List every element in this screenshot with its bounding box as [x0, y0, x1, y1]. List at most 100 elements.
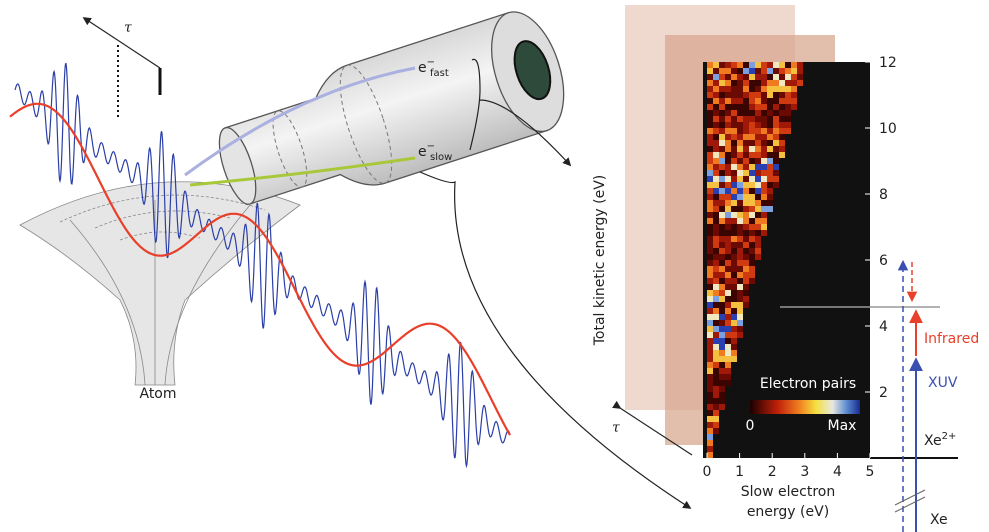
heatmap-cell — [743, 188, 749, 194]
heatmap-cell — [725, 212, 731, 218]
heatmap-cell — [719, 392, 725, 398]
heatmap-cell — [725, 290, 731, 296]
heatmap-cell — [749, 158, 755, 164]
xuv-label: XUV — [928, 375, 958, 391]
colorbar-max: Max — [828, 418, 857, 434]
heatmap-cell — [743, 86, 749, 92]
heatmap-cell — [707, 104, 713, 110]
heatmap-cell — [731, 182, 737, 188]
heatmap-cell — [743, 146, 749, 152]
y-tick-label: 10 — [879, 121, 897, 137]
heatmap-cell — [713, 308, 719, 314]
heatmap-cell — [755, 92, 761, 98]
heatmap-cell — [749, 266, 755, 272]
heatmap-cell — [713, 68, 719, 74]
heatmap-cell — [707, 362, 713, 368]
heatmap-cell — [725, 194, 731, 200]
heatmap-cell — [707, 176, 713, 182]
subscript: fast — [430, 68, 449, 79]
heatmap-cell — [755, 116, 761, 122]
heatmap-cell — [755, 128, 761, 134]
heatmap-cell — [779, 80, 785, 86]
heatmap-cell — [707, 320, 713, 326]
heatmap-cell — [737, 188, 743, 194]
heatmap-cell — [707, 332, 713, 338]
heatmap-cell — [749, 200, 755, 206]
heatmap-cell — [725, 236, 731, 242]
heatmap-cell — [719, 338, 725, 344]
heatmap-cell — [737, 134, 743, 140]
heatmap-cell — [767, 170, 773, 176]
heatmap-cell — [761, 68, 767, 74]
heatmap-cell — [707, 452, 713, 458]
heatmap-cell — [737, 308, 743, 314]
heatmap-cell — [707, 194, 713, 200]
heatmap-cell — [749, 116, 755, 122]
heatmap-cell — [725, 74, 731, 80]
heatmap-cell — [749, 128, 755, 134]
heatmap-cell — [713, 104, 719, 110]
heatmap-cell — [707, 98, 713, 104]
heatmap-cell — [713, 164, 719, 170]
heatmap-cell — [719, 224, 725, 230]
heatmap-cell — [743, 242, 749, 248]
heatmap-cell — [767, 152, 773, 158]
heatmap-cell — [707, 212, 713, 218]
heatmap-cell — [707, 224, 713, 230]
heatmap-cell — [755, 86, 761, 92]
heatmap-cell — [773, 164, 779, 170]
heatmap-cell — [743, 62, 749, 68]
heatmap-cell — [707, 434, 713, 440]
heatmap-cell — [743, 272, 749, 278]
heatmap-cell — [731, 146, 737, 152]
y-tick-label: 4 — [879, 319, 888, 335]
heatmap-cell — [707, 344, 713, 350]
heatmap-cell — [713, 236, 719, 242]
heatmap-cell — [707, 158, 713, 164]
heatmap-cell — [737, 272, 743, 278]
heatmap-cell — [737, 314, 743, 320]
heatmap-cell — [731, 230, 737, 236]
heatmap-cell — [767, 68, 773, 74]
heatmap-cell — [713, 152, 719, 158]
heatmap-cell — [719, 212, 725, 218]
heatmap-cell — [767, 194, 773, 200]
heatmap-cell — [779, 74, 785, 80]
heatmap-cell — [713, 380, 719, 386]
heatmap-cell — [767, 134, 773, 140]
heatmap-cell — [755, 152, 761, 158]
heatmap-cell — [737, 218, 743, 224]
heatmap-cell — [755, 254, 761, 260]
heatmap-cell — [707, 380, 713, 386]
y-tick-label: 12 — [879, 55, 897, 71]
x-tick-label: 0 — [703, 464, 712, 480]
heatmap-cell — [749, 212, 755, 218]
heatmap-cell — [719, 374, 725, 380]
heatmap-cell — [761, 182, 767, 188]
heatmap-cell — [719, 86, 725, 92]
heatmap-cell — [737, 332, 743, 338]
colorbar-title: Electron pairs — [760, 376, 856, 392]
heatmap-cell — [755, 80, 761, 86]
x-tick-label: 1 — [735, 464, 744, 480]
colorbar-min: 0 — [746, 418, 755, 434]
heatmap-cell — [785, 98, 791, 104]
heatmap-cell — [707, 164, 713, 170]
heatmap-cell — [785, 62, 791, 68]
heatmap-cell — [707, 338, 713, 344]
heatmap-cell — [713, 116, 719, 122]
heatmap-cell — [755, 122, 761, 128]
infrared-label: Infrared — [924, 331, 979, 347]
heatmap-cell — [761, 200, 767, 206]
heatmap-cell — [791, 104, 797, 110]
heatmap-cell — [731, 224, 737, 230]
heatmap-cell — [737, 140, 743, 146]
heatmap-cell — [791, 74, 797, 80]
sup: 2+ — [942, 431, 957, 442]
heatmap-cell — [755, 158, 761, 164]
heatmap-cell — [707, 218, 713, 224]
heatmap-cell — [725, 296, 731, 302]
heatmap-cell — [713, 128, 719, 134]
heatmap-cell — [725, 308, 731, 314]
heatmap-cell — [719, 368, 725, 374]
